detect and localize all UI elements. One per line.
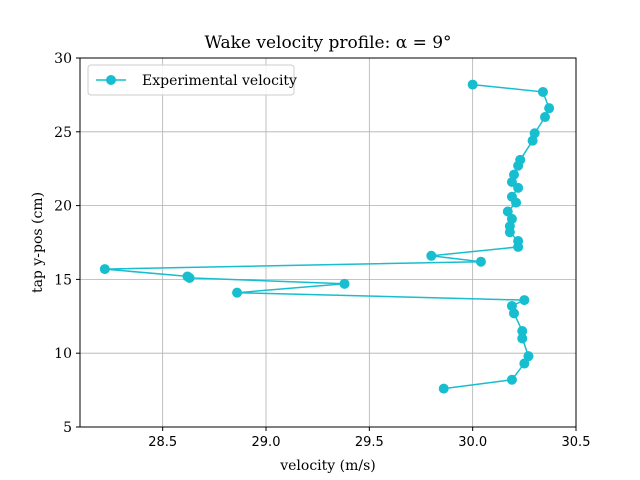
legend-box <box>87 64 295 96</box>
data-point <box>513 160 524 171</box>
data-point <box>509 308 519 319</box>
data-point <box>513 182 524 193</box>
data-point <box>544 103 555 114</box>
data-point <box>99 264 110 275</box>
y-tick-label: 5 <box>63 420 72 436</box>
y-tick-label: 10 <box>54 346 72 362</box>
data-point <box>519 358 530 369</box>
data-point <box>506 374 517 385</box>
data-point <box>511 197 522 208</box>
data-point <box>513 241 524 252</box>
axis-ticks: 28.5 29.0 29.5 30.0 30.5 5 10 15 20 25 30 <box>54 51 590 450</box>
data-point <box>517 333 528 344</box>
y-tick-label: 30 <box>54 51 72 67</box>
data-point <box>438 383 449 394</box>
data-point <box>506 176 517 187</box>
legend: Experimental velocity <box>87 64 297 96</box>
data-point <box>467 79 478 90</box>
data-point <box>184 272 195 283</box>
legend-entry-experimental-velocity: Experimental velocity <box>142 73 297 89</box>
data-point <box>523 351 534 362</box>
y-tick-label: 20 <box>54 199 72 215</box>
series-layer <box>99 79 555 394</box>
data-point <box>475 256 486 267</box>
x-tick-label: 30.5 <box>562 435 591 450</box>
y-tick-label: 25 <box>54 125 72 141</box>
data-point <box>527 135 538 146</box>
data-point <box>517 326 528 337</box>
data-point <box>504 227 515 238</box>
x-tick-label: 29.5 <box>355 435 384 450</box>
data-point <box>519 295 530 306</box>
data-point <box>537 86 548 97</box>
data-point <box>540 112 550 123</box>
x-tick-label: 30.0 <box>458 435 487 450</box>
data-point <box>339 278 350 289</box>
legend-marker-swatch <box>106 75 116 85</box>
y-tick-label: 15 <box>54 272 72 288</box>
x-tick-label: 28.5 <box>148 435 177 450</box>
data-point <box>232 287 243 298</box>
plot-frame <box>79 57 577 428</box>
data-point <box>502 206 513 217</box>
data-point <box>426 250 437 261</box>
x-axis-label: velocity (m/s) <box>279 458 376 474</box>
chart-title: Wake velocity profile: α = 9° <box>204 33 451 53</box>
x-tick-label: 29.0 <box>252 435 281 450</box>
y-axis-label: tap y-pos (cm) <box>30 192 46 293</box>
